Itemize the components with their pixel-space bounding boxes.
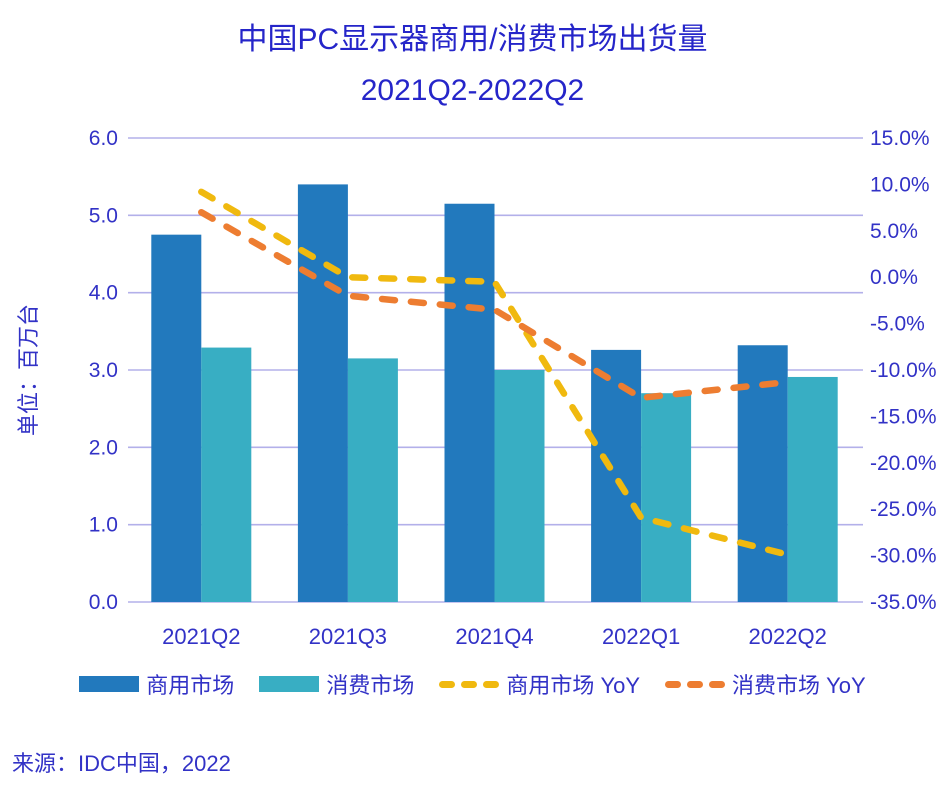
y-axis-title: 单位：百万台 xyxy=(16,304,41,436)
left-axis-tick-label: 1.0 xyxy=(89,514,118,537)
consumer-yoy-dash-swatch-icon xyxy=(665,680,726,688)
legend-item-commercial: 商用市场 xyxy=(79,668,234,700)
right-axis-tick-label: 5.0% xyxy=(870,220,918,243)
legend-item-consumer-yoy: 消费市场 YoY xyxy=(665,668,866,700)
source-note: 来源：IDC中国，2022 xyxy=(12,751,231,776)
x-axis-label: 2022Q1 xyxy=(602,624,680,649)
x-axis-label: 2021Q3 xyxy=(309,624,387,649)
right-axis-tick-label: -5.0% xyxy=(870,313,925,336)
consumer-bar-swatch-icon xyxy=(259,676,320,692)
right-axis-tick-label: -15.0% xyxy=(870,405,937,428)
x-axis-label: 2021Q2 xyxy=(162,624,240,649)
legend-label-commercial-yoy: 商用市场 YoY xyxy=(506,673,641,698)
bar-commercial-2021Q2 xyxy=(151,234,202,602)
left-axis-tick-label: 3.0 xyxy=(89,359,118,382)
bar-consumer-2022Q2 xyxy=(787,376,838,602)
commercial-bar-swatch-icon xyxy=(79,676,140,692)
bar-commercial-2021Q4 xyxy=(444,203,495,602)
legend-label-commercial: 商用市场 xyxy=(146,673,235,698)
left-axis-tick-label: 4.0 xyxy=(89,282,118,305)
commercial-yoy-dash-swatch-icon xyxy=(439,680,500,688)
chart-title-line1: 中国PC显示器商用/消费市场出货量 xyxy=(237,23,708,56)
right-axis-tick-label: -25.0% xyxy=(870,498,937,521)
bar-consumer-2022Q1 xyxy=(641,393,692,602)
left-axis-tick-label: 6.0 xyxy=(89,127,118,150)
right-axis-tick-label: -30.0% xyxy=(870,545,937,568)
legend-label-consumer: 消费市场 xyxy=(326,673,415,698)
consumer-yoy-line xyxy=(198,208,791,402)
right-axis-tick-label: 10.0% xyxy=(870,173,930,196)
left-axis-tick-label: 0.0 xyxy=(89,591,118,614)
bar-consumer-2021Q3 xyxy=(347,358,398,602)
bar-consumer-2021Q4 xyxy=(494,370,545,602)
right-axis-tick-label: 0.0% xyxy=(870,266,918,289)
right-axis-tick-label: -20.0% xyxy=(870,452,937,475)
legend-label-consumer-yoy: 消费市场 YoY xyxy=(732,673,866,698)
chart-title: 中国PC显示器商用/消费市场出货量 2021Q2-2022Q2 xyxy=(0,14,945,116)
bar-commercial-2021Q3 xyxy=(297,184,348,602)
right-axis-tick-label: -10.0% xyxy=(870,359,937,382)
left-axis-tick-label: 5.0 xyxy=(89,204,118,227)
x-axis-label: 2021Q4 xyxy=(455,624,533,649)
bar-commercial-2022Q1 xyxy=(591,349,642,602)
bar-consumer-2021Q2 xyxy=(201,347,252,602)
chart-title-line2: 2021Q2-2022Q2 xyxy=(360,74,585,107)
legend: 商用市场 消费市场 商用市场 YoY 消费市场 YoY xyxy=(0,668,945,700)
legend-item-consumer: 消费市场 xyxy=(259,668,414,700)
legend-item-commercial-yoy: 商用市场 YoY xyxy=(439,668,640,700)
right-axis-tick-label: -35.0% xyxy=(870,591,937,614)
commercial-yoy-line xyxy=(198,188,791,558)
x-axis-label: 2022Q2 xyxy=(749,624,827,649)
right-axis-tick-label: 15.0% xyxy=(870,127,930,150)
left-axis-tick-label: 2.0 xyxy=(89,436,118,459)
